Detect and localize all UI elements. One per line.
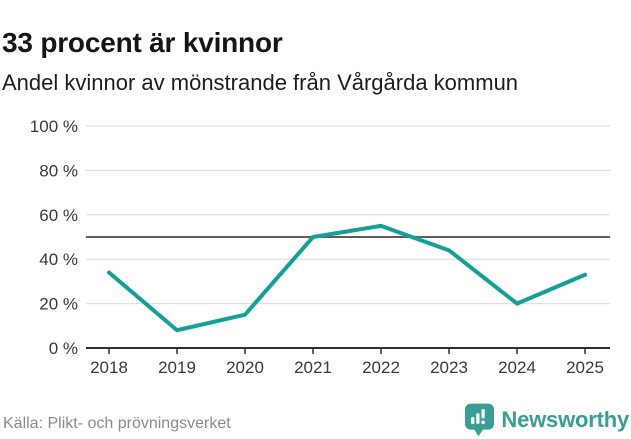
newsworthy-logo: Newsworthy [465, 403, 629, 437]
data-line [107, 223, 587, 333]
page-title: 33 procent är kvinnor [2, 26, 283, 58]
newsworthy-wordmark: Newsworthy [501, 407, 629, 432]
y-tick-label: 60 % [39, 206, 78, 225]
newsworthy-icon [465, 403, 495, 437]
y-tick-label: 40 % [39, 250, 78, 269]
x-tick-label: 2020 [226, 358, 264, 377]
y-tick-label: 80 % [39, 161, 78, 180]
y-tick-label: 20 % [39, 295, 78, 314]
line-chart: 0 % 20 % 40 % 60 % 80 % 100 % 2018 2019 2020 2021… [30, 117, 610, 377]
y-tick-label: 100 % [30, 117, 78, 136]
x-tick-label: 2021 [294, 358, 332, 377]
x-tick-label: 2022 [362, 358, 400, 377]
x-tick-label: 2023 [430, 358, 468, 377]
x-tick-label: 2025 [566, 358, 604, 377]
x-tick-label: 2018 [90, 358, 128, 377]
y-tick-label: 0 % [49, 339, 78, 358]
x-tick-label: 2024 [498, 358, 536, 377]
source-note: Källa: Plikt- och prövningsverket [3, 415, 231, 432]
x-tick-label: 2019 [158, 358, 196, 377]
chart-subtitle: Andel kvinnor av mönstrande från Vårgård… [2, 70, 519, 95]
